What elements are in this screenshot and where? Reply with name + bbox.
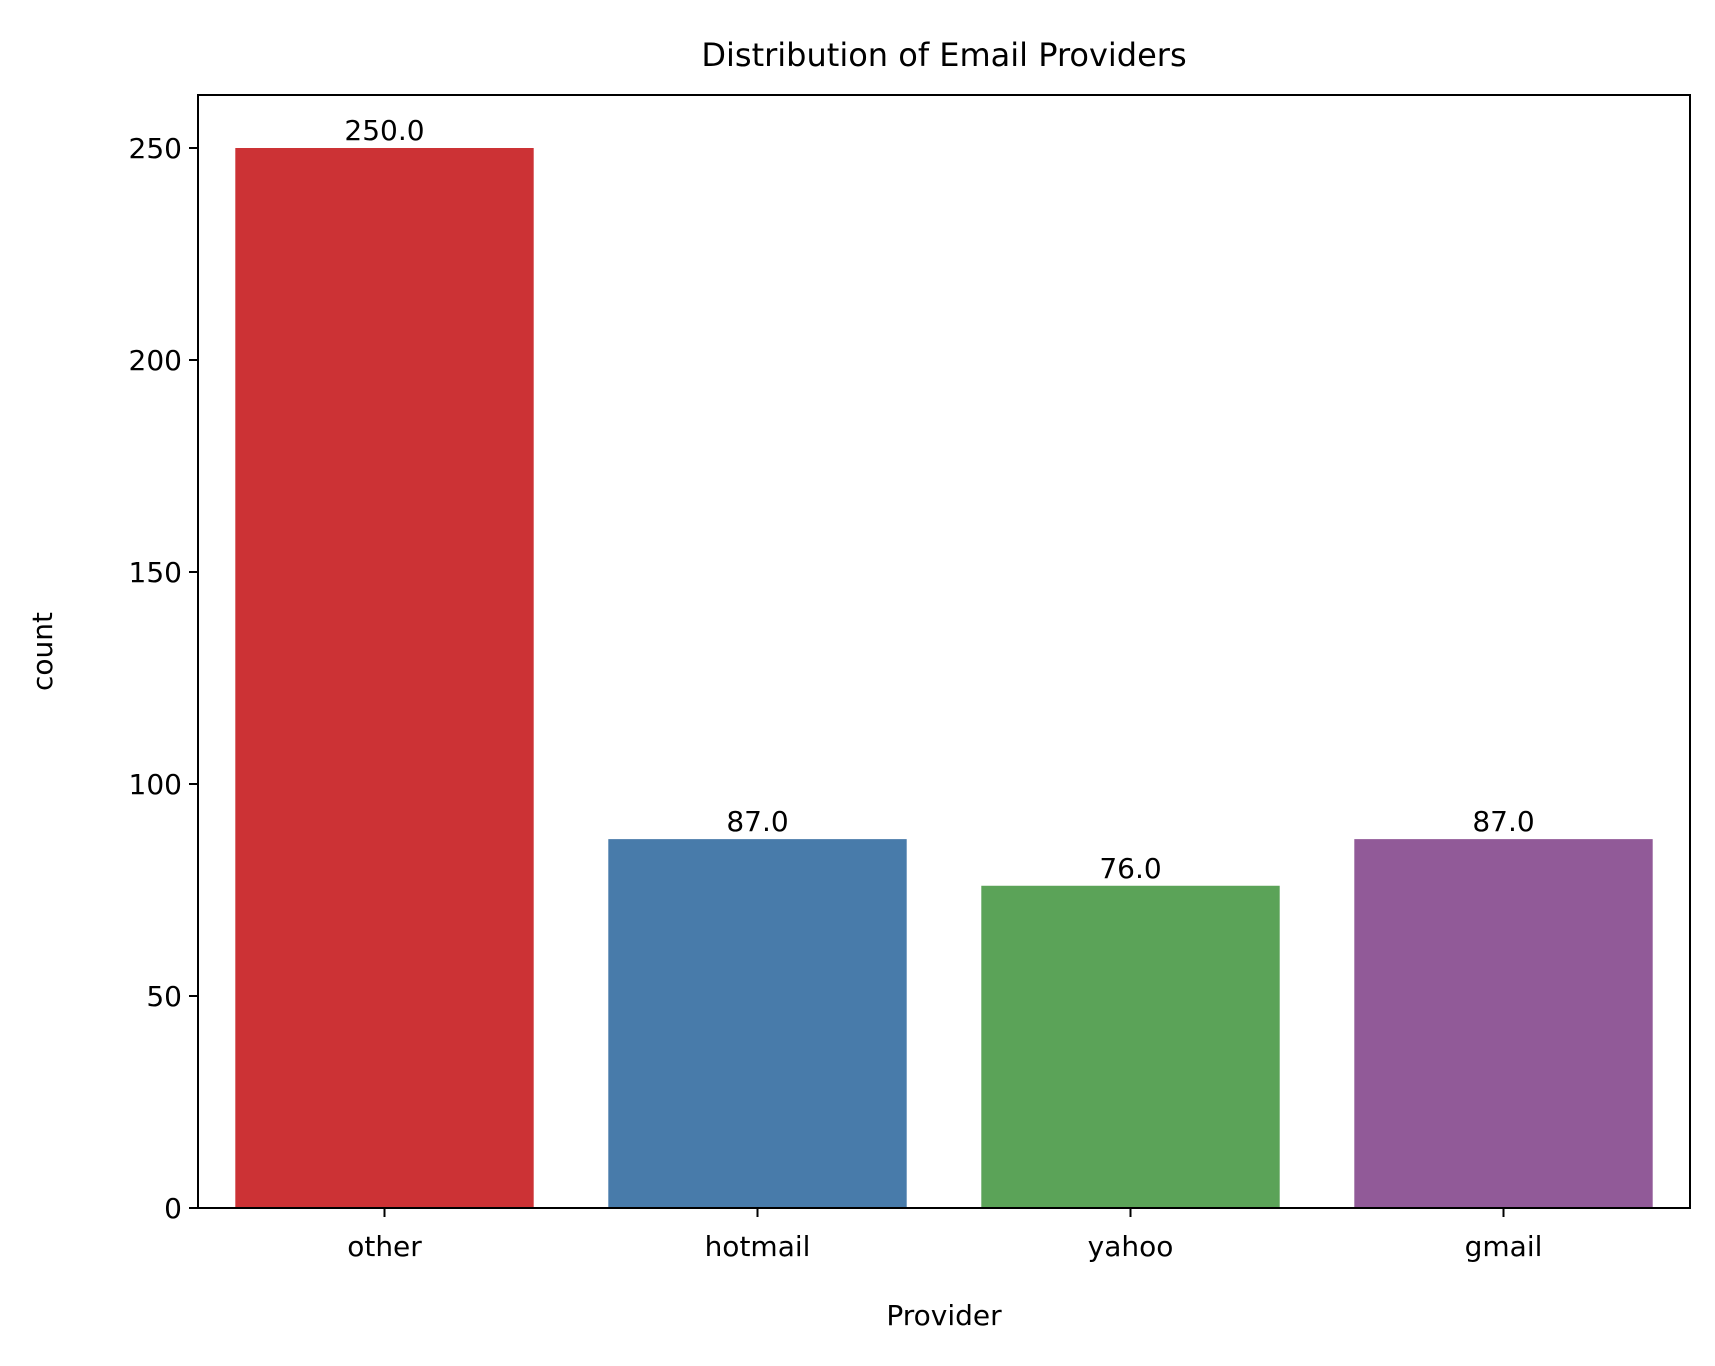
y-axis-label: count: [26, 612, 59, 691]
y-tick-label: 150: [129, 556, 182, 589]
y-tick-label: 0: [164, 1192, 182, 1225]
bar-hotmail: [608, 839, 907, 1208]
y-tick-label: 250: [129, 132, 182, 165]
chart-title: Distribution of Email Providers: [701, 36, 1186, 74]
x-tick-label-hotmail: hotmail: [705, 1230, 811, 1263]
bar-value-label-gmail: 87.0: [1472, 805, 1534, 838]
bars-layer: [235, 148, 1653, 1208]
y-tick-label: 50: [146, 980, 182, 1013]
x-axis-ticks: other hotmail yahoo gmail: [347, 1208, 1542, 1263]
bar-value-label-other: 250.0: [344, 114, 424, 147]
x-tick-label-other: other: [347, 1230, 422, 1263]
y-axis-ticks: 0 50 100 150 200 250: [129, 132, 198, 1225]
x-tick-label-gmail: gmail: [1465, 1230, 1543, 1263]
plot-frame: [197, 94, 1691, 1209]
bar-other: [235, 148, 534, 1208]
y-tick-label: 200: [129, 344, 182, 377]
x-axis-label: Provider: [886, 1299, 1002, 1332]
bar-value-labels: 250.0 87.0 76.0 87.0: [344, 114, 1534, 885]
x-tick-label-yahoo: yahoo: [1088, 1230, 1174, 1263]
bar-yahoo: [981, 885, 1280, 1208]
bar-value-label-yahoo: 76.0: [1099, 852, 1161, 885]
bar-gmail: [1354, 839, 1653, 1208]
y-tick-label: 100: [129, 768, 182, 801]
bar-value-label-hotmail: 87.0: [726, 805, 788, 838]
